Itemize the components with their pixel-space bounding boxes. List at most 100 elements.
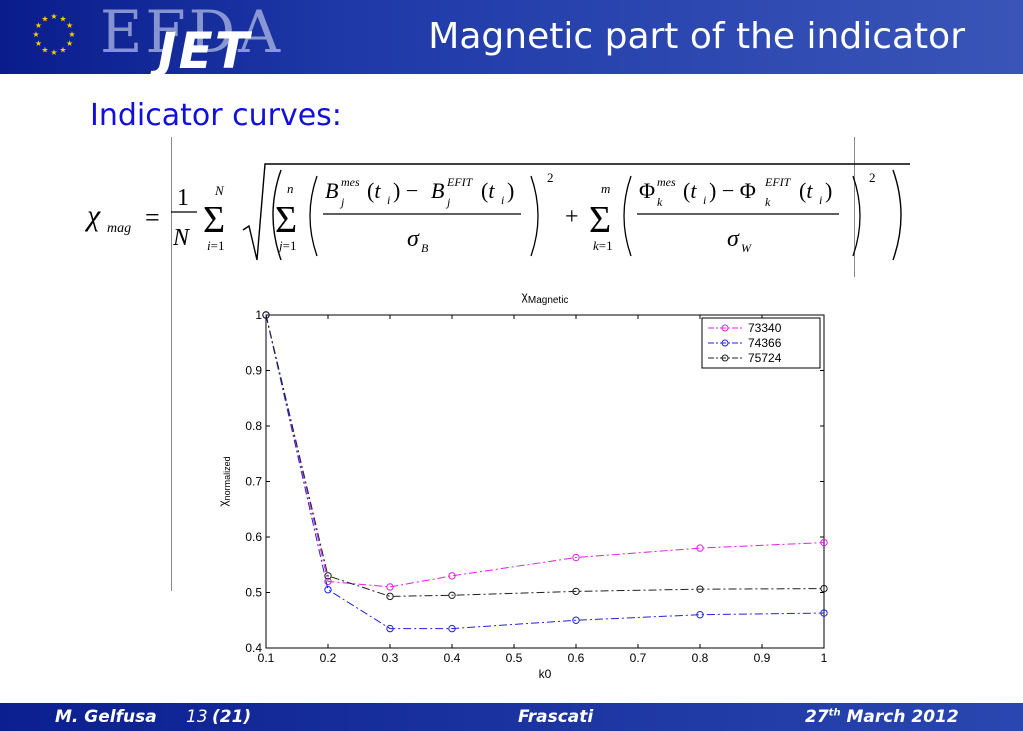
svg-text:W: W — [741, 241, 752, 255]
svg-text:1: 1 — [177, 185, 189, 211]
x-tick-label: 0.5 — [506, 651, 523, 665]
legend-label-74366: 74366 — [748, 336, 782, 350]
y-tick-label: 0.9 — [245, 364, 262, 378]
svg-text:): ) — [507, 178, 514, 203]
svg-text:k=1: k=1 — [593, 238, 613, 253]
eu-star: ★ — [50, 48, 57, 57]
x-tick-label: 0.8 — [692, 651, 709, 665]
svg-text:B: B — [421, 241, 429, 255]
formula-frame — [171, 137, 855, 277]
data-point-73340 — [696, 544, 704, 552]
x-tick-label: 1 — [821, 651, 828, 665]
svg-text:j: j — [339, 195, 345, 209]
plot-area — [265, 314, 825, 649]
y-axis-label: χnormalized — [216, 456, 232, 506]
chi-magnetic-chart: χMagnetic 0.1 0.2 0.3 0.4 0.5 0.6 0.7 0.8 0.9 1 0.4… — [216, 289, 828, 681]
svg-text:EFIT: EFIT — [446, 175, 474, 189]
svg-text:i=1: i=1 — [207, 238, 224, 253]
eu-star: ★ — [32, 30, 39, 39]
series-line-75724 — [265, 314, 825, 597]
footer-place: Frascati — [518, 707, 594, 727]
data-point-75724 — [262, 311, 270, 319]
footer-bar: M. Gelfusa 13 (21) Frascati 27th March 2… — [0, 703, 1023, 731]
x-tick-label: 0.4 — [444, 651, 461, 665]
data-point-75724 — [696, 585, 704, 593]
eu-star: ★ — [59, 14, 66, 23]
data-point-73340 — [386, 583, 394, 591]
data-point-74366 — [696, 611, 704, 619]
slide-subtitle: Indicator curves: — [90, 98, 342, 133]
svg-text:(t: (t — [367, 178, 381, 203]
formula-frame-line — [171, 277, 172, 591]
data-point-74366 — [572, 616, 580, 624]
data-point-74366 — [324, 586, 332, 594]
legend-label-73340: 73340 — [748, 321, 782, 335]
x-tick-label: 0.7 — [630, 651, 647, 665]
data-point-73340 — [572, 553, 580, 562]
eu-star: ★ — [66, 39, 73, 48]
legend-marker-73340 — [721, 324, 729, 332]
y-tick-label: 0.4 — [245, 641, 262, 655]
svg-text:=: = — [145, 203, 160, 232]
svg-text:σ: σ — [407, 226, 420, 252]
svg-text:): ) — [825, 178, 832, 203]
data-point-73340 — [448, 572, 456, 580]
footer-page-number: 13 — [186, 707, 208, 727]
y-tick-label: 0.7 — [245, 475, 262, 489]
footer-date-suffix: th — [828, 707, 841, 719]
data-point-73340 — [324, 577, 332, 586]
svg-text:N: N — [172, 225, 191, 251]
footer-page-total: (21) — [212, 707, 252, 727]
y-tick-label: 0.8 — [245, 419, 262, 433]
x-axis-label: k0 — [539, 667, 552, 681]
series-line-73340 — [265, 314, 825, 588]
data-point-75724 — [572, 587, 580, 596]
svg-text:j: j — [445, 195, 451, 209]
svg-text:χ: χ — [85, 199, 101, 232]
data-point-73340 — [820, 538, 828, 547]
svg-text:mag: mag — [107, 221, 131, 236]
svg-text:B: B — [325, 178, 338, 203]
header-bar: ★ ★ ★ ★ ★ ★ ★ ★ ★ ★ ★ ★ EFDA JET Magnetic part of t… — [0, 0, 1023, 80]
footer-author: M. Gelfusa — [55, 707, 157, 727]
svg-text:2: 2 — [869, 170, 876, 185]
svg-text:) −: ) − — [393, 178, 418, 203]
footer-date-day: 27 — [805, 707, 829, 727]
eu-star: ★ — [59, 46, 66, 55]
y-tick-label: 0.6 — [245, 530, 262, 544]
data-point-74366 — [820, 609, 828, 617]
svg-text:+: + — [565, 204, 579, 230]
x-tick-label: 0.6 — [568, 651, 585, 665]
eu-star: ★ — [66, 21, 73, 30]
eu-star: ★ — [50, 12, 57, 21]
svg-text:B: B — [431, 178, 444, 203]
eu-flag-icon: ★ ★★★★★★★★★★★ — [32, 12, 75, 57]
data-point-75724 — [386, 592, 394, 601]
svg-text:m: m — [601, 181, 610, 196]
series-line-74366 — [265, 314, 825, 630]
eu-star: ★ — [41, 14, 48, 23]
efda-logo: EFDA — [100, 0, 283, 66]
svg-text:(t: (t — [683, 178, 697, 203]
svg-text:(t: (t — [481, 178, 495, 203]
jet-logo: JET — [158, 22, 251, 80]
svg-text:(t: (t — [799, 178, 813, 203]
legend-label-75724: 75724 — [748, 351, 782, 365]
eu-star: ★ — [41, 46, 48, 55]
x-tick-label: 0.9 — [754, 651, 771, 665]
svg-text:i: i — [703, 193, 706, 207]
y-tick-label: 0.5 — [245, 586, 262, 600]
svg-text:mes: mes — [657, 175, 676, 189]
x-tick-label: 0.1 — [258, 651, 275, 665]
eu-star: ★ — [68, 30, 75, 39]
svg-text:i: i — [501, 193, 504, 207]
svg-text:Σ: Σ — [589, 199, 611, 241]
eu-star: ★ — [35, 21, 42, 30]
svg-text:i: i — [387, 193, 390, 207]
chart-title: χMagnetic — [522, 289, 569, 306]
svg-text:n: n — [287, 181, 294, 196]
svg-text:k: k — [765, 195, 771, 209]
data-point-74366 — [386, 624, 394, 633]
svg-text:2: 2 — [547, 170, 554, 185]
x-tick-label: 0.3 — [382, 651, 399, 665]
